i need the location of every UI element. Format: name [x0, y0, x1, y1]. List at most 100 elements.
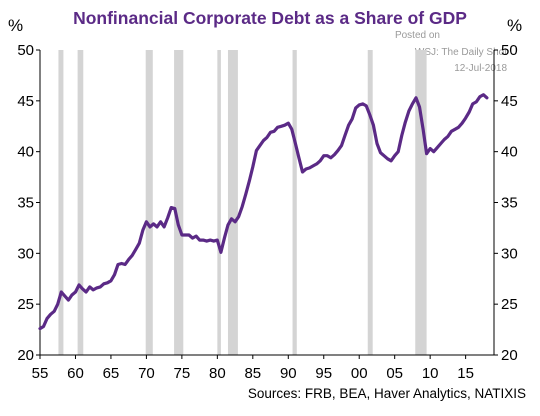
- y-tick-label-right: 45: [501, 93, 518, 110]
- data-point: [88, 286, 91, 288]
- data-point: [99, 286, 102, 288]
- data-point: [312, 165, 314, 167]
- recession-band-3: [174, 50, 184, 355]
- data-point: [46, 317, 48, 320]
- data-point: [266, 136, 268, 139]
- data-point: [383, 154, 385, 157]
- data-point: [42, 325, 45, 328]
- data-point: [415, 96, 417, 99]
- y-tick-label-left: 20: [17, 347, 34, 364]
- data-point: [53, 310, 55, 313]
- x-tick-label: 15: [457, 365, 474, 382]
- watermark-site: WSJ: The Daily Shot: [414, 47, 507, 58]
- data-point: [450, 130, 453, 133]
- x-tick-label: 95: [315, 365, 332, 382]
- data-point: [64, 295, 66, 297]
- y-tick-label-left: 25: [17, 296, 34, 313]
- data-point: [181, 234, 183, 236]
- data-point: [330, 156, 332, 159]
- data-point: [397, 150, 400, 153]
- data-point: [60, 291, 63, 293]
- data-point: [344, 134, 346, 137]
- data-point: [230, 217, 233, 220]
- data-point: [322, 154, 325, 157]
- data-point: [113, 273, 116, 276]
- data-point: [429, 147, 431, 150]
- data-point: [170, 206, 173, 209]
- recession-band-8: [415, 50, 427, 355]
- data-point: [156, 226, 158, 228]
- data-point: [67, 299, 70, 301]
- data-point: [443, 138, 446, 141]
- data-point: [244, 193, 247, 196]
- data-point: [145, 221, 148, 223]
- data-point: [386, 157, 389, 160]
- data-point: [468, 111, 470, 113]
- data-point: [209, 239, 212, 241]
- x-tick-label: 00: [351, 365, 368, 382]
- x-tick-label: 80: [209, 365, 226, 382]
- y-tick-label-right: 40: [501, 144, 518, 161]
- y-tick-label-right: 20: [501, 347, 518, 364]
- data-point: [198, 239, 201, 241]
- data-point: [159, 221, 162, 223]
- data-point: [259, 144, 261, 147]
- x-tick-label: 05: [386, 365, 403, 382]
- data-point: [376, 142, 378, 145]
- source-note: Sources: FRB, BEA, Haver Analytics, NATI…: [247, 386, 526, 401]
- y-tick-label-left: 35: [17, 195, 34, 212]
- y-tick-label-right: 30: [501, 245, 518, 262]
- data-point: [241, 205, 243, 208]
- data-point: [479, 95, 481, 98]
- data-point: [333, 153, 336, 156]
- data-point: [347, 124, 350, 127]
- data-point: [216, 239, 219, 241]
- data-point: [486, 96, 488, 99]
- recession-bands: [58, 50, 427, 355]
- y-tick-label-left: 45: [17, 93, 34, 110]
- x-tick-label: 70: [138, 365, 155, 382]
- data-point: [308, 167, 311, 169]
- data-point: [262, 139, 265, 142]
- data-point: [276, 126, 279, 129]
- data-point: [439, 142, 442, 145]
- data-point: [454, 128, 456, 131]
- data-point: [301, 171, 304, 173]
- recession-band-5: [227, 50, 238, 355]
- y-tick-label-right: 35: [501, 195, 518, 212]
- data-point: [422, 128, 424, 131]
- data-point: [142, 229, 144, 231]
- data-point: [149, 226, 151, 228]
- data-point: [234, 221, 236, 223]
- data-point: [369, 114, 371, 116]
- y-tick-label-right: 50: [501, 42, 518, 59]
- data-point: [166, 216, 169, 219]
- x-tick-label: 60: [67, 365, 84, 382]
- data-point: [390, 160, 392, 162]
- data-point: [227, 224, 229, 226]
- data-point: [464, 117, 467, 119]
- data-point: [138, 242, 141, 244]
- data-point: [103, 283, 105, 285]
- data-point: [315, 163, 318, 165]
- recession-band-4: [217, 50, 221, 355]
- data-point: [163, 226, 165, 228]
- recession-band-1: [77, 50, 84, 355]
- data-point: [110, 279, 112, 282]
- data-point: [134, 248, 137, 251]
- data-point: [372, 124, 375, 127]
- data-point: [152, 223, 155, 225]
- data-point: [248, 180, 251, 182]
- data-point: [411, 103, 414, 105]
- data-point: [358, 104, 361, 106]
- data-point: [351, 118, 353, 120]
- data-point: [436, 146, 439, 149]
- data-point: [188, 234, 190, 236]
- x-tick-label: 55: [32, 365, 49, 382]
- data-point: [361, 103, 364, 105]
- data-point: [305, 168, 307, 170]
- data-point: [223, 237, 226, 239]
- data-point: [408, 110, 410, 112]
- data-point: [106, 282, 109, 284]
- data-point: [404, 121, 407, 123]
